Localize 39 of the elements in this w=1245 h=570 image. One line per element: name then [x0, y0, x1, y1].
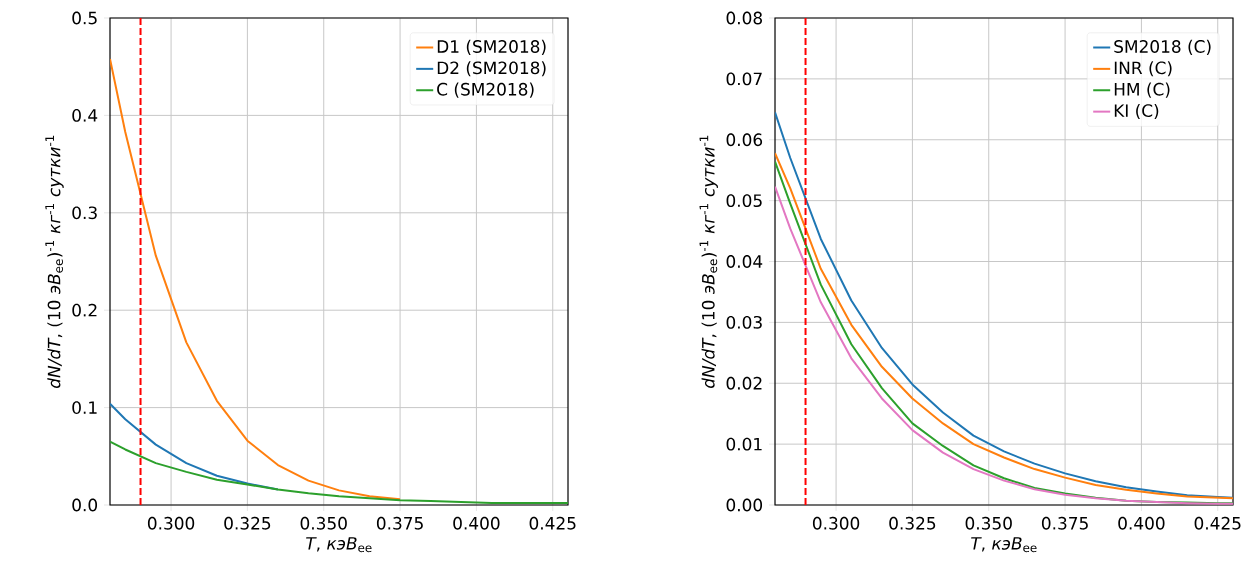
y-tick-label: 0.0 [72, 498, 98, 512]
text: dN/dT, (10 эВ$_{ee}$)$^{-1}$ кг$^{-1}$ сутки$^{-1}$ [699, 135, 718, 388]
x-tick-label: 0.325 [889, 516, 936, 530]
x-tick-label: 0.425 [529, 516, 576, 530]
line-series [110, 57, 402, 501]
x-tick-label: 0.425 [1194, 516, 1241, 530]
x-tick-label: 0.300 [147, 516, 195, 530]
y-tick-label: 0.4 [72, 108, 98, 122]
y-tick-label: 0.3 [72, 206, 97, 220]
y-tick-label: 0.06 [726, 133, 763, 147]
legend-label: SM2018 (C) [1114, 39, 1211, 55]
x-tick-label: 0.325 [224, 516, 271, 530]
y-tick-label: 0.2 [72, 303, 97, 317]
y-tick-label: 0.00 [726, 498, 763, 512]
x-tick-label: 0.350 [300, 516, 347, 530]
y-tick-label: 0.04 [726, 255, 763, 268]
legend-label: HM (C) [1114, 82, 1170, 98]
y-tick-label: 0.5 [72, 11, 97, 25]
legend-label: C (SM2018) [437, 82, 534, 98]
legend-label: KI (C) [1114, 103, 1159, 120]
legend-label: D2 (SM2018) [437, 61, 546, 77]
y-tick-label: 0.08 [726, 11, 763, 25]
y-tick-label: 0.02 [726, 376, 762, 390]
x-tick-label: 0.350 [965, 516, 1012, 530]
y-tick-label: 0.01 [726, 437, 762, 451]
text: dN/dT, (10 эВ$_{ee}$)$^{-1}$ кг$^{-1}$ сутки$^{-1}$ [45, 135, 64, 388]
x-tick-label: 0.400 [453, 516, 500, 530]
y-tick-label: 0.1 [72, 401, 97, 414]
x-axis-title: T, кэВ$_{ee}$ [306, 537, 372, 553]
legend-label: INR (C) [1114, 61, 1172, 77]
x-tick-label: 0.400 [1118, 516, 1165, 530]
y-tick-label: 0.05 [726, 194, 762, 208]
x-axis-title: T, кэВ$_{ee}$ [971, 537, 1037, 553]
y-tick-label: 0.03 [726, 315, 762, 329]
x-tick-label: 0.375 [376, 516, 423, 530]
x-tick-label: 0.300 [812, 516, 860, 530]
y-tick-label: 0.07 [726, 72, 762, 86]
x-tick-label: 0.375 [1041, 516, 1088, 530]
legend-label: D1 (SM2018) [437, 39, 546, 55]
